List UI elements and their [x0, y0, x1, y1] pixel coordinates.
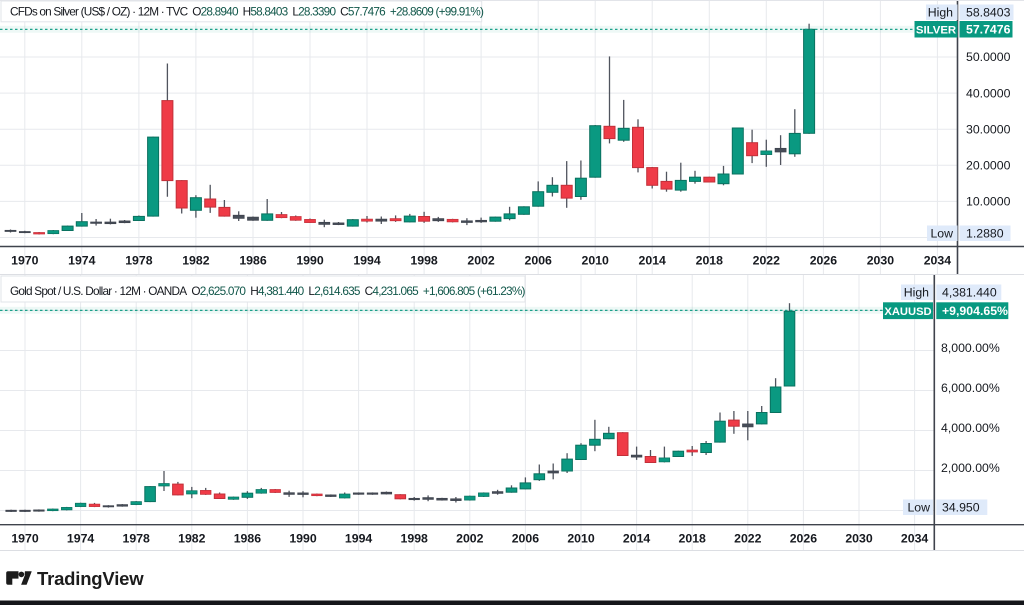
svg-text:1998: 1998 [410, 254, 438, 268]
svg-text:1982: 1982 [182, 254, 210, 268]
svg-text:2002: 2002 [467, 254, 495, 268]
svg-text:2,000.00%: 2,000.00% [941, 461, 1000, 475]
svg-text:2030: 2030 [845, 532, 873, 546]
svg-text:57.7476: 57.7476 [966, 23, 1011, 37]
svg-text:1974: 1974 [68, 254, 96, 268]
svg-text:2026: 2026 [790, 532, 818, 546]
svg-text:2026: 2026 [810, 254, 838, 268]
svg-text:2034: 2034 [901, 532, 929, 546]
svg-text:CFDs on Silver (US$ / OZ) · 12: CFDs on Silver (US$ / OZ) · 12M · TVC O2… [10, 5, 484, 19]
svg-text:8,000.00%: 8,000.00% [941, 341, 1000, 355]
svg-text:6,000.00%: 6,000.00% [941, 381, 1000, 395]
svg-text:1986: 1986 [234, 532, 262, 546]
svg-text:2002: 2002 [456, 532, 484, 546]
svg-text:2018: 2018 [696, 254, 724, 268]
svg-text:Gold Spot / U.S. Dollar · 12M: Gold Spot / U.S. Dollar · 12M · OANDA O2… [10, 284, 526, 298]
svg-text:+9,904.65%: +9,904.65% [942, 304, 1008, 318]
svg-text:40.0000: 40.0000 [966, 86, 1011, 100]
svg-text:1974: 1974 [67, 532, 95, 546]
svg-text:Low: Low [930, 226, 953, 240]
svg-text:20.0000: 20.0000 [966, 159, 1011, 173]
svg-text:1970: 1970 [11, 532, 39, 546]
svg-text:High: High [904, 285, 929, 299]
svg-text:1978: 1978 [125, 254, 153, 268]
svg-text:1970: 1970 [11, 254, 39, 268]
svg-text:58.8403: 58.8403 [966, 5, 1011, 19]
svg-text:34.950: 34.950 [942, 500, 980, 514]
svg-text:Low: Low [907, 500, 930, 514]
svg-text:2018: 2018 [679, 532, 707, 546]
svg-text:1994: 1994 [345, 532, 373, 546]
svg-text:4,381.440: 4,381.440 [942, 285, 997, 299]
svg-text:2022: 2022 [753, 254, 781, 268]
svg-text:1986: 1986 [239, 254, 267, 268]
svg-text:4,000.00%: 4,000.00% [941, 421, 1000, 435]
svg-text:30.0000: 30.0000 [966, 122, 1011, 136]
svg-text:2030: 2030 [867, 254, 895, 268]
svg-text:2014: 2014 [639, 254, 667, 268]
svg-text:High: High [928, 5, 953, 19]
svg-text:SILVER: SILVER [916, 25, 956, 37]
svg-text:1978: 1978 [123, 532, 151, 546]
svg-text:1982: 1982 [178, 532, 206, 546]
svg-text:2006: 2006 [525, 254, 553, 268]
svg-text:2022: 2022 [734, 532, 762, 546]
svg-text:2014: 2014 [623, 532, 651, 546]
svg-text:50.0000: 50.0000 [966, 50, 1011, 64]
svg-text:TradingView: TradingView [37, 568, 144, 589]
svg-text:10.0000: 10.0000 [966, 195, 1011, 209]
svg-text:1994: 1994 [353, 254, 381, 268]
svg-text:1.2880: 1.2880 [966, 226, 1004, 240]
svg-text:1990: 1990 [289, 532, 317, 546]
svg-text:2034: 2034 [924, 254, 952, 268]
svg-text:2006: 2006 [512, 532, 540, 546]
svg-text:XAUUSD: XAUUSD [884, 306, 931, 318]
svg-text:1990: 1990 [296, 254, 324, 268]
svg-text:2010: 2010 [567, 532, 595, 546]
svg-text:1998: 1998 [401, 532, 429, 546]
svg-text:2010: 2010 [582, 254, 610, 268]
